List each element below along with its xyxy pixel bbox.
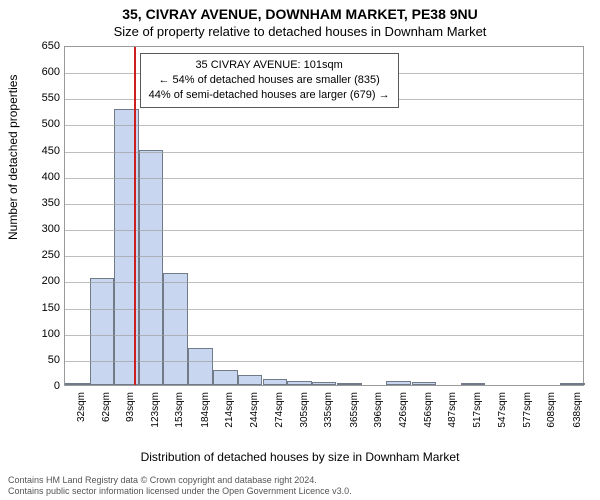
chart-subtitle: Size of property relative to detached ho… xyxy=(0,24,600,39)
y-tick-label: 450 xyxy=(26,145,60,157)
y-tick-label: 350 xyxy=(26,197,60,209)
annotation-line2: ← 54% of detached houses are smaller (83… xyxy=(149,73,390,88)
chart-title: 35, CIVRAY AVENUE, DOWNHAM MARKET, PE38 … xyxy=(0,6,600,22)
gridline xyxy=(65,361,583,362)
y-tick-label: 100 xyxy=(26,328,60,340)
histogram-bar xyxy=(337,383,362,385)
chart-container: 35, CIVRAY AVENUE, DOWNHAM MARKET, PE38 … xyxy=(0,0,600,500)
y-tick-label: 50 xyxy=(26,354,60,366)
histogram-bar xyxy=(65,383,90,385)
histogram-bar xyxy=(213,370,238,385)
gridline xyxy=(65,125,583,126)
y-axis-label: Number of detached properties xyxy=(6,75,20,240)
histogram-bar xyxy=(263,379,288,385)
histogram-bar xyxy=(188,348,213,385)
histogram-bar xyxy=(312,382,337,385)
y-tick-label: 200 xyxy=(26,275,60,287)
annotation-line1: 35 CIVRAY AVENUE: 101sqm xyxy=(149,58,390,73)
y-tick-label: 0 xyxy=(26,380,60,392)
x-tick-label: 547sqm xyxy=(497,392,508,440)
gridline xyxy=(65,152,583,153)
gridline xyxy=(65,309,583,310)
x-tick-label: 365sqm xyxy=(349,392,360,440)
histogram-bar xyxy=(139,150,164,385)
x-tick-label: 214sqm xyxy=(224,392,235,440)
histogram-bar xyxy=(90,278,115,385)
annotation-box: 35 CIVRAY AVENUE: 101sqm ← 54% of detach… xyxy=(140,53,399,108)
marker-line xyxy=(134,47,136,385)
attribution: Contains HM Land Registry data © Crown c… xyxy=(8,475,352,498)
histogram-bar xyxy=(238,375,263,385)
x-tick-label: 638sqm xyxy=(572,392,583,440)
y-tick-label: 250 xyxy=(26,249,60,261)
x-tick-label: 244sqm xyxy=(249,392,260,440)
gridline xyxy=(65,204,583,205)
histogram-bar xyxy=(560,383,585,385)
attribution-line2: Contains public sector information licen… xyxy=(8,486,352,497)
histogram-bar xyxy=(461,383,486,385)
y-tick-label: 300 xyxy=(26,223,60,235)
gridline xyxy=(65,335,583,336)
x-tick-label: 456sqm xyxy=(423,392,434,440)
histogram-bar xyxy=(386,381,411,385)
x-tick-label: 62sqm xyxy=(101,392,112,440)
gridline xyxy=(65,256,583,257)
x-tick-label: 93sqm xyxy=(125,392,136,440)
y-tick-label: 500 xyxy=(26,118,60,130)
x-tick-label: 153sqm xyxy=(174,392,185,440)
gridline xyxy=(65,282,583,283)
x-tick-label: 274sqm xyxy=(274,392,285,440)
x-tick-label: 305sqm xyxy=(299,392,310,440)
x-tick-label: 184sqm xyxy=(200,392,211,440)
x-axis-label: Distribution of detached houses by size … xyxy=(0,450,600,464)
x-tick-label: 608sqm xyxy=(546,392,557,440)
x-tick-label: 123sqm xyxy=(150,392,161,440)
x-tick-label: 517sqm xyxy=(472,392,483,440)
y-tick-label: 550 xyxy=(26,92,60,104)
y-tick-label: 400 xyxy=(26,171,60,183)
annotation-line3: 44% of semi-detached houses are larger (… xyxy=(149,88,390,103)
x-tick-label: 32sqm xyxy=(76,392,87,440)
x-tick-label: 577sqm xyxy=(522,392,533,440)
x-tick-label: 396sqm xyxy=(373,392,384,440)
y-tick-label: 150 xyxy=(26,302,60,314)
attribution-line1: Contains HM Land Registry data © Crown c… xyxy=(8,475,352,486)
histogram-bar xyxy=(163,273,188,385)
x-tick-label: 426sqm xyxy=(398,392,409,440)
histogram-bar xyxy=(412,382,437,385)
gridline xyxy=(65,178,583,179)
y-tick-label: 600 xyxy=(26,66,60,78)
histogram-bar xyxy=(287,381,312,385)
gridline xyxy=(65,230,583,231)
plot-area: 35 CIVRAY AVENUE: 101sqm ← 54% of detach… xyxy=(64,46,584,386)
y-tick-label: 650 xyxy=(26,40,60,52)
x-tick-label: 487sqm xyxy=(447,392,458,440)
x-tick-label: 335sqm xyxy=(323,392,334,440)
